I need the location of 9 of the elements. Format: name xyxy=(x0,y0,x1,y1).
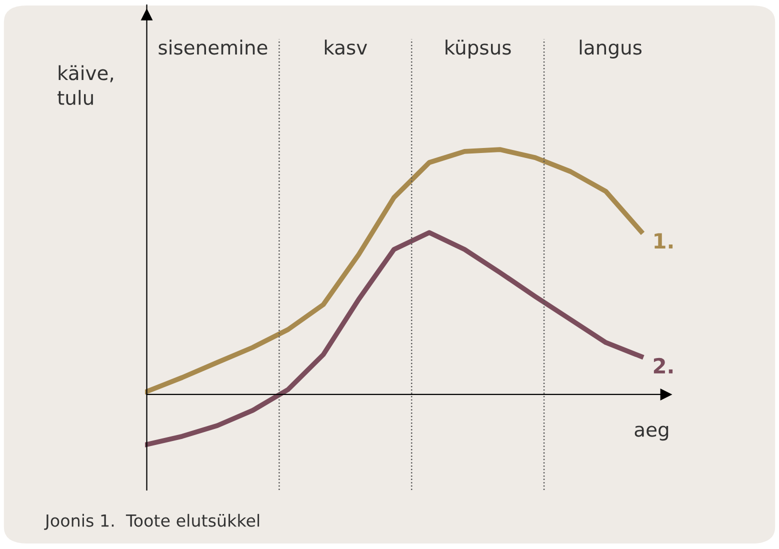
text: kasv xyxy=(324,40,368,55)
y-axis-title: käive, tulu xyxy=(58,65,113,106)
text: küpsus xyxy=(446,40,511,58)
text: Joonis 1. Toote elutsükkel xyxy=(44,514,260,530)
series-label: 2. xyxy=(654,358,673,374)
x-axis-title: aeg xyxy=(634,426,668,441)
series-label: 1. xyxy=(654,233,673,248)
text: langus xyxy=(580,40,642,58)
text: sisenemine xyxy=(158,40,268,55)
